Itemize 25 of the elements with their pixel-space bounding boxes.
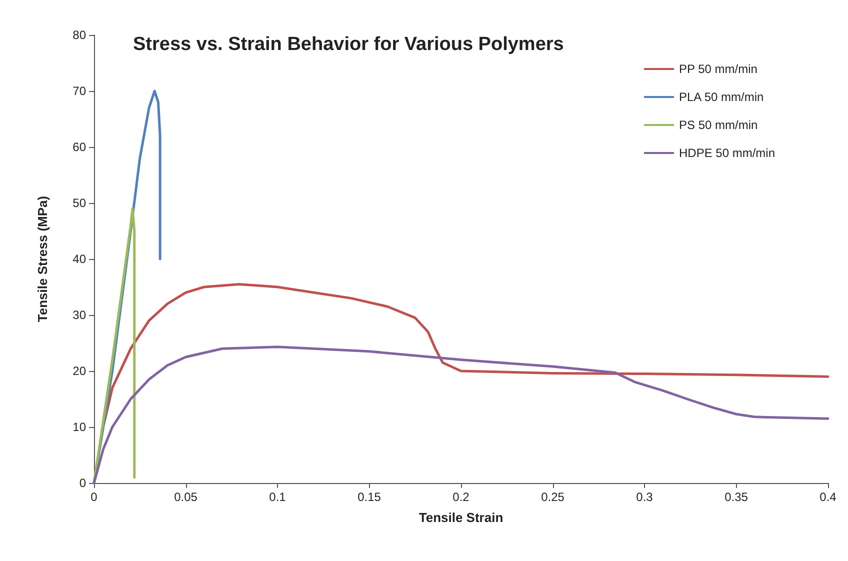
y-tick-label: 60	[72, 140, 86, 154]
y-tick-label: 20	[72, 364, 86, 378]
x-tick-label: 0.15	[358, 490, 382, 504]
y-axis-title: Tensile Stress (MPa)	[35, 196, 50, 322]
x-tick-label: 0.4	[820, 490, 837, 504]
chart-title: Stress vs. Strain Behavior for Various Polymers	[133, 34, 564, 55]
x-tick-label: 0.05	[174, 490, 198, 504]
legend-label: PP 50 mm/min	[678, 62, 758, 76]
y-tick-label: 10	[72, 420, 86, 434]
y-tick-label: 40	[72, 252, 86, 266]
x-tick-label: 0.25	[541, 490, 565, 504]
y-tick-label: 70	[72, 84, 86, 98]
x-tick-label: 0.35	[724, 490, 748, 504]
x-axis-title: Tensile Strain	[418, 510, 504, 525]
y-tick-label: 80	[72, 28, 86, 42]
legend-label: PS 50 mm/min	[678, 118, 758, 132]
x-tick-label: 0.1	[269, 490, 286, 504]
y-tick-label: 30	[72, 308, 86, 322]
x-tick-label: 0.2	[452, 490, 470, 504]
legend-label: PLA 50 mm/min	[678, 90, 764, 104]
x-tick-label: 0.3	[636, 490, 654, 504]
legend-label: HDPE 50 mm/min	[678, 146, 776, 160]
x-tick-label: 0	[90, 490, 98, 504]
y-tick-label: 0	[79, 476, 86, 490]
y-tick-label: 50	[72, 196, 86, 210]
